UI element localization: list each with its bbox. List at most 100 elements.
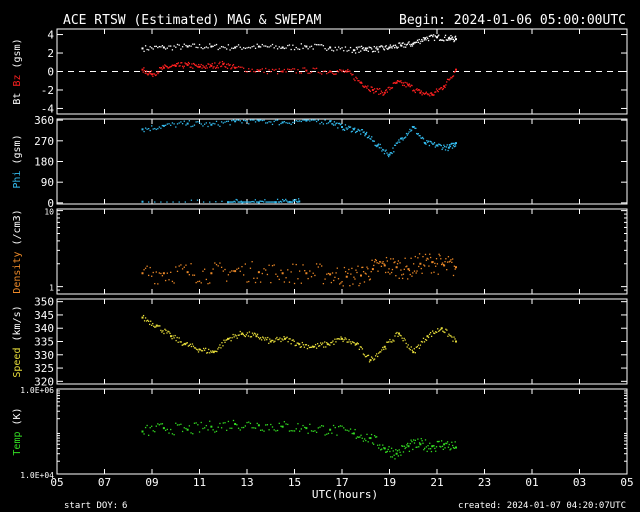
data-point — [172, 64, 174, 67]
data-point — [182, 67, 185, 69]
data-point — [406, 444, 408, 446]
data-point — [348, 49, 350, 52]
data-point — [312, 430, 314, 432]
data-point — [364, 49, 366, 51]
data-point — [317, 345, 320, 347]
data-point — [302, 47, 304, 50]
data-point — [253, 427, 255, 429]
data-point — [326, 433, 328, 435]
data-point — [229, 49, 231, 51]
data-point — [161, 124, 164, 127]
data-point — [440, 144, 442, 147]
data-point — [410, 129, 413, 131]
data-point — [455, 446, 457, 449]
data-point — [275, 273, 277, 275]
data-point — [376, 353, 378, 355]
data-point — [203, 47, 206, 49]
data-point — [379, 46, 381, 48]
data-point — [232, 201, 234, 203]
data-point — [302, 424, 304, 427]
data-point — [381, 349, 383, 351]
data-point — [158, 424, 160, 426]
data-point — [278, 422, 280, 425]
data-point — [160, 127, 162, 129]
data-point — [432, 35, 434, 38]
data-point — [452, 444, 454, 447]
data-point — [207, 63, 209, 65]
data-point — [220, 45, 223, 48]
data-point — [412, 448, 414, 451]
data-point — [402, 82, 405, 84]
data-point — [170, 124, 172, 126]
data-point — [273, 341, 275, 343]
data-point — [315, 120, 318, 123]
data-point — [234, 201, 236, 203]
data-point — [425, 259, 428, 261]
data-point — [329, 70, 332, 73]
data-point — [390, 258, 392, 260]
data-point — [450, 34, 452, 37]
data-point — [399, 334, 401, 336]
data-point — [257, 336, 260, 339]
data-point — [330, 341, 332, 344]
data-point — [443, 443, 446, 446]
data-point — [314, 68, 316, 70]
data-point — [355, 437, 357, 439]
data-point — [249, 422, 252, 425]
data-point — [178, 122, 180, 124]
y-axis-label-part: (gsm) — [12, 134, 23, 170]
data-point — [412, 439, 415, 441]
data-point — [354, 79, 356, 82]
data-point — [302, 67, 304, 69]
data-point — [388, 153, 391, 156]
data-point — [254, 199, 257, 201]
data-point — [249, 336, 252, 338]
data-point — [215, 43, 218, 46]
data-point — [309, 120, 311, 122]
data-point — [210, 425, 213, 428]
data-point — [440, 263, 443, 266]
data-point — [300, 72, 302, 74]
data-point — [261, 43, 263, 46]
data-point — [362, 271, 365, 273]
data-point — [437, 440, 439, 443]
data-point — [156, 71, 158, 73]
data-point — [190, 199, 193, 201]
data-point — [403, 337, 405, 340]
data-point — [292, 430, 294, 432]
data-point — [410, 346, 412, 348]
data-point — [319, 426, 321, 428]
data-point — [347, 68, 349, 71]
data-point — [342, 69, 344, 72]
data-point — [326, 122, 328, 125]
data-point — [453, 336, 455, 338]
data-point — [210, 272, 213, 275]
data-point — [239, 46, 241, 48]
data-point — [236, 337, 238, 339]
y-axis-label: Bt Bz (gsm) — [12, 38, 23, 104]
y-tick-label: 350 — [34, 296, 54, 309]
data-point — [319, 123, 321, 125]
data-point — [380, 90, 383, 92]
data-point — [448, 333, 450, 335]
data-point — [394, 261, 396, 263]
data-point — [224, 121, 226, 123]
data-point — [171, 338, 173, 340]
data-point — [403, 445, 405, 447]
data-point — [347, 341, 349, 343]
data-point — [246, 332, 249, 334]
data-point — [188, 62, 191, 65]
data-point — [365, 131, 368, 134]
data-point — [303, 346, 306, 348]
data-point — [432, 445, 434, 447]
data-point — [280, 122, 282, 125]
data-point — [177, 341, 179, 343]
data-point — [278, 124, 280, 126]
data-point — [406, 82, 408, 84]
y-tick-label: 330 — [34, 349, 54, 362]
data-point — [237, 65, 240, 68]
data-point — [322, 425, 325, 427]
data-point — [265, 269, 267, 271]
data-point — [371, 48, 373, 50]
data-point — [339, 124, 342, 126]
